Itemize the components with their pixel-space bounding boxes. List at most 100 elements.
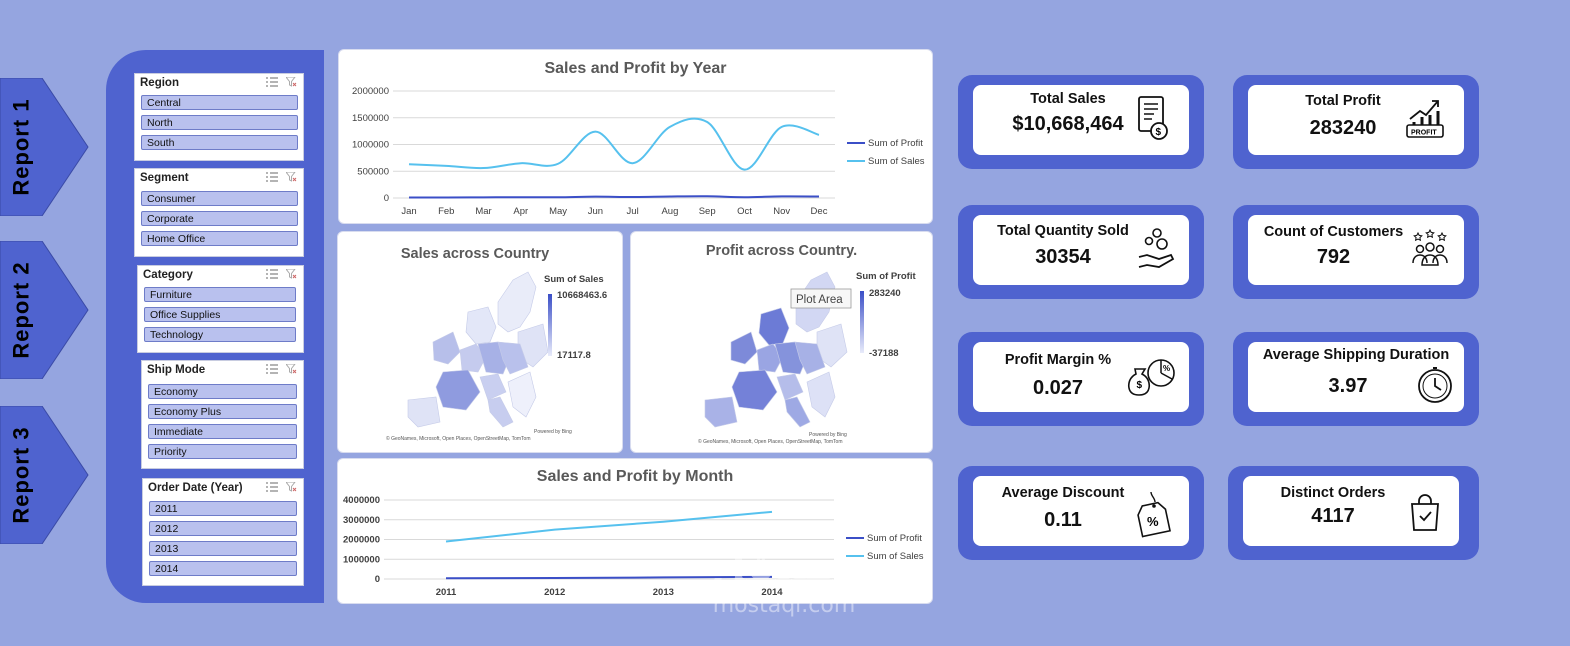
x-tick-label: Aug [661,206,678,217]
hand-coins-icon [1138,228,1175,268]
kpi-value: 30354 [1035,246,1091,268]
x-tick-label: Oct [737,206,752,217]
order-year-slicer: Order Date (Year) 2011 2012 2013 2014 [142,478,304,586]
y-tick-label: 0 [384,193,389,204]
clear-filter-icon[interactable] [286,77,297,87]
plot-area-tooltip-text: Plot Area [796,294,843,306]
month-chart-card[interactable]: Sales and Profit by Month 4000000 3000000… [337,458,933,604]
slicer-item-office-supplies[interactable]: Office Supplies [144,307,296,322]
clear-filter-icon[interactable] [286,269,297,279]
svg-text:%: % [1147,514,1159,529]
slicer-item-corporate[interactable]: Corporate [141,211,298,226]
kpi-total-quantity: Total Quantity Sold 30354 [958,205,1204,299]
multi-select-icon[interactable] [266,269,278,279]
kpi-title: Total Profit [1305,93,1381,109]
kpi-value: 283240 [1309,117,1377,139]
kpi-value: 792 [1316,246,1351,268]
region-slicer-title: Region [140,77,179,89]
x-tick-label: May [549,206,567,217]
slicer-item-economy-plus[interactable]: Economy Plus [148,404,297,419]
x-tick-label: 2014 [761,587,783,598]
y-tick-label: 1000000 [343,554,380,565]
kpi-value: 0.11 [1044,509,1082,531]
slicer-item-south[interactable]: South [141,135,298,150]
sales-map-card[interactable]: Sales across Country Sum of Sales 106684… [337,231,623,453]
region-slicer: Region Central North South [134,73,304,161]
slicer-item-priority[interactable]: Priority [148,444,297,459]
sales-map-legend-title: Sum of Sales [544,274,604,285]
invoice-icon: $ [1138,96,1168,140]
kpi-total-profit: Total Profit 283240 PROFIT [1233,75,1479,169]
map-attribution: © GeoNames, Microsoft, Open Places, Open… [386,435,530,442]
slicer-item-furniture[interactable]: Furniture [144,287,296,302]
report-2-tab[interactable]: Report 2 [0,241,92,379]
sales-map-min-label: 17117.8 [557,350,591,361]
profit-map-legend-title: Sum of Profit [856,271,916,282]
kpi-value: 0.027 [1032,377,1084,399]
sales-map-max-label: 10668463.6 [557,290,607,301]
svg-text:PROFIT: PROFIT [1411,130,1437,137]
y-tick-label: 500000 [357,166,389,177]
clear-filter-icon[interactable] [286,364,297,374]
slicer-item-2014[interactable]: 2014 [149,561,297,576]
clear-filter-icon[interactable] [286,482,297,492]
slicer-item-2012[interactable]: 2012 [149,521,297,536]
slicer-item-2013[interactable]: 2013 [149,541,297,556]
svg-text:%: % [1163,364,1170,373]
multi-select-icon[interactable] [266,172,278,182]
report-2-arrow-shape [0,241,89,379]
y-tick-label: 4000000 [343,495,380,506]
kpi-shipping: Average Shipping Duration 3.97 [1233,332,1479,426]
clear-filter-icon[interactable] [286,172,297,182]
profit-map-max-label: 283240 [869,288,901,299]
report-3-tab[interactable]: Report 3 [0,406,92,544]
year-chart-card[interactable]: Sales and Profit by Year 2000000 1500000 1… [338,49,933,224]
profit-map-gradient-bar [860,291,864,353]
kpi-title: Distinct Orders [1280,485,1386,501]
map-attribution: © GeoNames, Microsoft, Open Places, Open… [698,438,842,445]
legend-label: Sum of Profit [867,533,922,544]
kpi-title: Total Quantity Sold [997,223,1129,239]
series-line-sum-of-sales[interactable] [445,510,773,543]
kpi-profit-margin: Profit Margin % 0.027 $ % [958,332,1204,426]
slicer-item-north[interactable]: North [141,115,298,130]
x-tick-label: 2011 [436,587,457,598]
slicer-item-immediate[interactable]: Immediate [148,424,297,439]
multi-select-icon[interactable] [266,482,278,492]
slicer-item-economy[interactable]: Economy [148,384,297,399]
svg-text:$: $ [1156,127,1162,138]
report-3-arrow-shape [0,406,89,544]
kpi-value: $10,668,464 [1012,113,1124,135]
slicer-item-consumer[interactable]: Consumer [141,191,298,206]
series-line-sum-of-profit[interactable] [445,575,773,580]
slicer-item-technology[interactable]: Technology [144,327,296,342]
kpi-value: 3.97 [1328,375,1368,397]
kpi-customers: Count of Customers 792 [1233,205,1479,299]
profit-map-title: Profit across Country. [705,243,858,259]
report-1-arrow-shape [0,78,89,216]
x-tick-label: Jan [401,206,416,217]
report-1-tab[interactable]: Report 1 [0,78,92,216]
slicer-item-home-office[interactable]: Home Office [141,231,298,246]
slicer-item-2011[interactable]: 2011 [149,501,297,516]
multi-select-icon[interactable] [266,364,278,374]
slicer-item-central[interactable]: Central [141,95,298,110]
legend-label: Sum of Sales [867,551,924,562]
multi-select-icon[interactable] [266,77,278,87]
legend-label: Sum of Sales [868,156,925,167]
x-tick-label: Nov [773,206,790,217]
ship-mode-slicer-title: Ship Mode [147,364,206,376]
kpi-title: Count of Customers [1263,224,1404,240]
order-year-slicer-title: Order Date (Year) [148,482,243,494]
series-line-sum-of-sales[interactable] [408,117,820,171]
x-tick-label: Jul [627,206,639,217]
discount-tag-icon: % [1137,491,1171,538]
kpi-title: Average Shipping Duration [1262,347,1450,363]
series-line-sum-of-profit[interactable] [408,195,820,199]
report-2-label: Report 2 [9,261,34,359]
profit-map-card[interactable]: Profit across Country. Plot Area Sum of … [630,231,933,453]
sales-map-title: Sales across Country [400,246,550,262]
profit-chart-icon: PROFIT [1406,100,1444,138]
kpi-title: Profit Margin % [1004,352,1112,368]
y-tick-label: 0 [375,574,380,585]
